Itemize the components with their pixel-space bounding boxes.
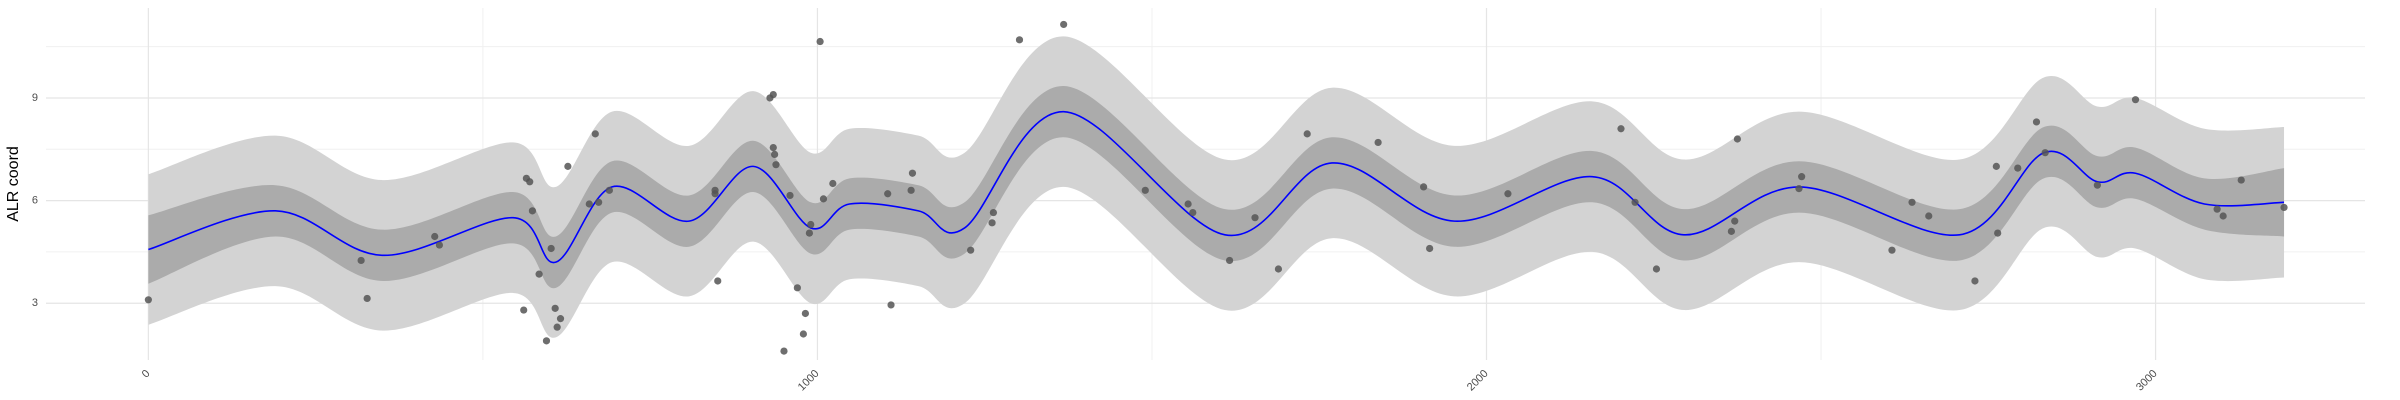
fit-line	[148, 110, 2285, 263]
point	[547, 244, 555, 253]
point	[2041, 149, 2049, 157]
point	[2213, 205, 2221, 213]
x-tick-label: 2000	[1465, 368, 1491, 394]
point	[1731, 217, 1739, 225]
point	[908, 169, 917, 177]
point	[819, 195, 828, 203]
point	[988, 219, 996, 227]
point	[711, 190, 719, 198]
point	[528, 207, 537, 215]
point	[556, 315, 565, 323]
point	[1141, 186, 1149, 194]
point	[1908, 198, 1916, 206]
point	[1504, 190, 1512, 198]
point	[887, 301, 895, 309]
point	[144, 296, 152, 304]
x-tick-label: 3000	[2134, 368, 2160, 394]
point	[1274, 265, 1283, 273]
point	[564, 162, 572, 170]
point	[1733, 135, 1742, 143]
point	[1652, 265, 1661, 273]
point	[2131, 96, 2140, 104]
y-axis-label: ALR coord	[5, 146, 22, 222]
y-tick-label: 9	[32, 92, 38, 104]
point	[553, 323, 561, 331]
point	[357, 256, 365, 265]
point	[431, 232, 439, 241]
point	[714, 277, 722, 285]
point	[829, 179, 837, 188]
x-tick-label: 0	[140, 368, 153, 381]
point	[816, 37, 824, 46]
point	[526, 178, 534, 186]
point	[2014, 164, 2022, 172]
point	[989, 208, 998, 217]
point	[520, 306, 528, 314]
outer-band	[148, 36, 2285, 338]
point	[1189, 208, 1197, 217]
point	[1617, 125, 1625, 133]
point	[591, 130, 599, 138]
point	[769, 143, 777, 152]
point	[769, 90, 777, 99]
point	[1225, 256, 1234, 265]
point	[805, 229, 814, 237]
point	[1420, 183, 1428, 191]
point	[2093, 181, 2101, 189]
point	[1184, 200, 1192, 208]
point	[363, 294, 371, 303]
point	[1426, 244, 1434, 253]
point	[907, 186, 915, 194]
point	[535, 270, 543, 278]
point	[435, 241, 444, 249]
y-tick-label: 3	[32, 297, 38, 309]
inner-band	[148, 85, 2285, 289]
point	[1374, 138, 1382, 147]
point	[542, 337, 551, 345]
point	[807, 220, 815, 229]
point	[772, 161, 780, 169]
point	[786, 191, 794, 200]
point	[2280, 203, 2288, 212]
point	[1631, 198, 1639, 206]
point	[793, 284, 801, 292]
point	[1994, 229, 2002, 237]
point	[1015, 36, 1024, 44]
point	[801, 309, 809, 318]
point	[1925, 212, 1933, 220]
point	[1888, 246, 1896, 254]
point	[799, 330, 807, 338]
point	[1795, 185, 1803, 193]
point	[2032, 118, 2041, 126]
point	[1798, 173, 1806, 181]
point	[1251, 214, 1259, 222]
point	[1303, 130, 1311, 138]
point	[1992, 162, 2000, 170]
point	[2237, 176, 2245, 184]
y-tick-label: 6	[32, 194, 38, 206]
point	[585, 200, 593, 208]
point	[595, 198, 603, 206]
point	[780, 347, 788, 355]
point	[551, 304, 559, 312]
point	[884, 190, 892, 198]
point	[1060, 20, 1068, 29]
point	[1727, 227, 1735, 235]
point	[1971, 277, 1979, 285]
point	[605, 186, 613, 194]
point	[771, 150, 779, 159]
point	[2219, 212, 2227, 220]
point	[967, 246, 975, 254]
x-tick-label: 1000	[796, 368, 822, 394]
